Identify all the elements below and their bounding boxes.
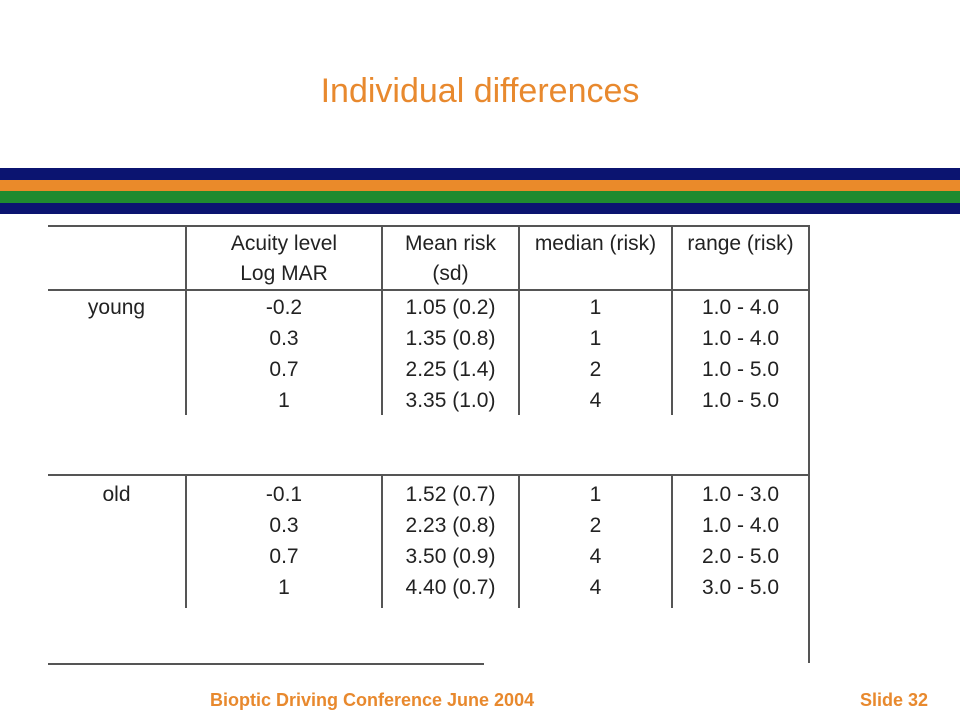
table-cell-range: 1.0 - 4.0 [701, 514, 780, 537]
table-cell-acuity: -0.2 [265, 296, 303, 319]
table-cell-range: 1.0 - 3.0 [701, 483, 780, 506]
table-cell-median: 4 [589, 545, 602, 568]
slide-title: Individual differences [320, 72, 640, 110]
header-separator [48, 289, 808, 291]
table-cell-median: 1 [589, 296, 602, 319]
header-range: range (risk) [687, 232, 794, 255]
table-cell-acuity: 0.3 [269, 514, 299, 537]
col-divider-3 [518, 474, 520, 608]
table-cell-acuity: 1 [278, 576, 290, 599]
table-cell-mean: 4.40 (0.7) [405, 576, 496, 599]
table-cell-mean: 1.05 (0.2) [405, 296, 496, 319]
table-cell-acuity: 1 [278, 389, 290, 412]
header-sd: (sd) [432, 262, 469, 285]
table-cell-mean: 1.35 (0.8) [405, 327, 496, 350]
table-cell-acuity: 0.3 [269, 327, 299, 350]
header-mean-risk: Mean risk [404, 232, 497, 255]
header-log-mar: Log MAR [240, 262, 328, 285]
table-cell-mean: 2.23 (0.8) [405, 514, 496, 537]
col-divider-4 [671, 225, 673, 415]
table-cell-range: 1.0 - 4.0 [701, 296, 780, 319]
header-median: median (risk) [534, 232, 657, 255]
table-cell-mean: 2.25 (1.4) [405, 358, 496, 381]
col-divider-2 [381, 225, 383, 415]
stripe-green [0, 191, 960, 203]
table-cell-median: 1 [589, 327, 602, 350]
stripe-navy [0, 168, 960, 180]
group-separator [48, 474, 810, 476]
table-cell-median: 1 [589, 483, 602, 506]
table-cell-range: 2.0 - 5.0 [701, 545, 780, 568]
table-cell-range: 1.0 - 4.0 [701, 327, 780, 350]
table-cell-range: 3.0 - 5.0 [701, 576, 780, 599]
table-cell-mean: 3.35 (1.0) [405, 389, 496, 412]
col-divider-4 [671, 474, 673, 608]
table-cell-median: 4 [589, 389, 602, 412]
col-divider-1 [185, 225, 187, 415]
col-divider-1 [185, 474, 187, 608]
table-cell-mean: 1.52 (0.7) [405, 483, 496, 506]
table-cell-mean: 3.50 (0.9) [405, 545, 496, 568]
footer-conference: Bioptic Driving Conference June 2004 [210, 690, 535, 710]
group-label-young: young [87, 296, 146, 319]
stripe-navy [0, 202, 960, 214]
stripe-orange [0, 179, 960, 191]
group-label-old: old [102, 483, 131, 506]
table-cell-acuity: 0.7 [269, 358, 299, 381]
table-cell-range: 1.0 - 5.0 [701, 358, 780, 381]
table-cell-median: 4 [589, 576, 602, 599]
table-cell-median: 2 [589, 514, 602, 537]
decorative-stripes [0, 168, 960, 214]
table-cell-median: 2 [589, 358, 602, 381]
col-divider-2 [381, 474, 383, 608]
footer-slide-number: Slide 32 [860, 690, 929, 710]
table-top-border [48, 225, 808, 227]
header-acuity-level: Acuity level [230, 232, 338, 255]
table-cell-acuity: 0.7 [269, 545, 299, 568]
table-right-border [808, 225, 810, 663]
col-divider-3 [518, 225, 520, 415]
table-cell-range: 1.0 - 5.0 [701, 389, 780, 412]
table-cell-acuity: -0.1 [265, 483, 303, 506]
table-bottom-border [48, 663, 484, 665]
